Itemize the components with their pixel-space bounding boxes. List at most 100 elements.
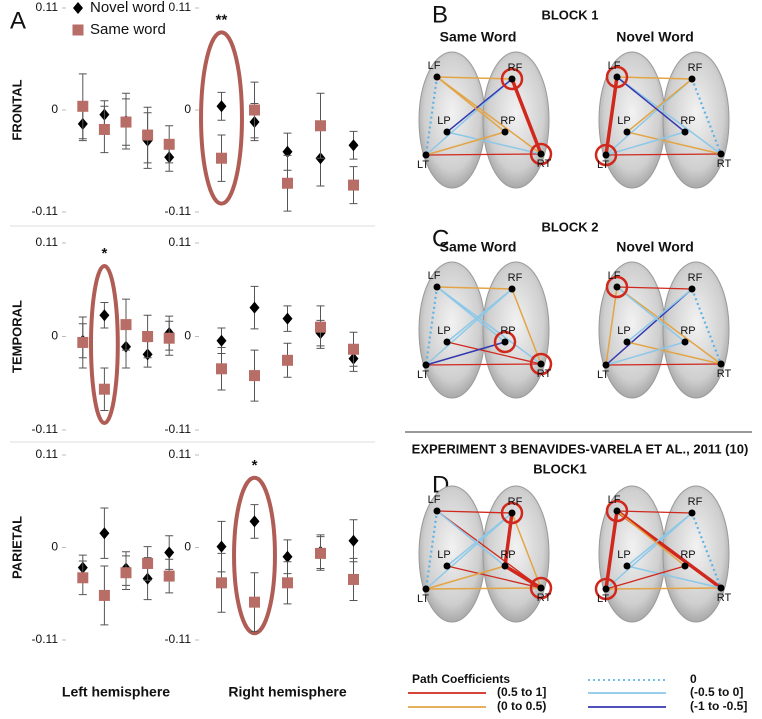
diamond-marker: [348, 139, 359, 152]
legend-label: Novel word: [90, 0, 165, 16]
square-marker: [142, 331, 154, 342]
square-marker: [163, 332, 175, 344]
column-label: Left hemisphere: [62, 684, 170, 700]
y-tick-label: 0: [51, 102, 58, 116]
path-edge: [605, 587, 722, 590]
section-heading: EXPERIMENT 3 BENAVIDES-VARELA ET AL., 20…: [412, 441, 749, 456]
highlight-circle: [605, 65, 629, 89]
square-marker: [142, 129, 154, 141]
panel-label: A: [10, 7, 26, 34]
path-edge: [425, 288, 513, 366]
path-edge: [616, 510, 693, 514]
node: [443, 128, 451, 136]
path-edge: [604, 76, 619, 156]
y-tick-label: 0: [51, 329, 58, 343]
y-tick-label: 0: [184, 540, 191, 554]
block-title: BLOCK1: [533, 461, 586, 476]
significance-annotation: *: [252, 457, 258, 474]
node: [433, 507, 441, 515]
node-label: RP: [500, 549, 515, 561]
brain-diagram: LF RF LP RP LT RT: [594, 51, 732, 189]
path-edge: [446, 78, 513, 133]
node: [501, 562, 509, 570]
legend-label: (-1 to -0.5]: [690, 699, 747, 713]
y-tick-label: -0.11: [32, 204, 59, 218]
highlight-circle: [594, 577, 618, 601]
square-marker: [249, 596, 260, 608]
highlight-circle: [529, 352, 553, 376]
node-label: LP: [617, 115, 630, 127]
path-edge: [605, 341, 686, 366]
node-label: LP: [437, 325, 450, 337]
path-edge: [446, 341, 542, 365]
node-label: RP: [500, 115, 515, 127]
node: [681, 562, 689, 570]
square-marker: [77, 336, 89, 348]
panel-label: C: [432, 225, 449, 252]
node-label: LF: [428, 494, 441, 506]
brain-title: Same Word: [440, 239, 517, 255]
node: [613, 73, 621, 81]
path-edge: [626, 288, 693, 343]
node-label: LP: [617, 549, 630, 561]
node: [422, 585, 430, 593]
node-label: LP: [617, 325, 630, 337]
square-marker: [216, 577, 227, 589]
square-marker: [282, 177, 293, 189]
node: [688, 75, 696, 83]
row-label: PARIETAL: [9, 516, 24, 579]
node: [537, 150, 545, 158]
node: [537, 584, 545, 592]
square-marker: [98, 123, 110, 135]
y-tick-label: 0.11: [36, 0, 59, 14]
node: [443, 338, 451, 346]
node-label: LT: [597, 369, 609, 381]
path-edge: [446, 288, 513, 343]
path-edge: [690, 512, 723, 589]
path-edge: [425, 565, 506, 590]
node: [501, 338, 509, 346]
row-label: FRONTAL: [9, 79, 24, 140]
diamond-marker: [99, 527, 110, 540]
node-label: RT: [537, 158, 552, 170]
node: [602, 361, 610, 369]
highlight-circle: [493, 330, 517, 354]
square-marker: [315, 547, 326, 559]
path-edge: [425, 512, 513, 590]
node-label: RF: [508, 272, 523, 284]
path-edge: [436, 510, 513, 514]
path-edge: [616, 76, 686, 133]
square-marker: [249, 104, 260, 116]
path-edge: [424, 76, 439, 156]
brain-title: Same Word: [440, 29, 517, 45]
highlight-circle: [529, 576, 553, 600]
path-edge: [616, 76, 693, 80]
square-marker: [348, 573, 359, 585]
node: [602, 151, 610, 159]
node: [508, 75, 516, 83]
node-label: RF: [688, 496, 703, 508]
node-label: LT: [417, 593, 429, 605]
highlight-ellipse: [199, 30, 244, 206]
path-edge: [436, 76, 506, 133]
y-tick-label: 0.11: [36, 447, 59, 461]
path-edge: [615, 509, 723, 590]
node: [623, 128, 631, 136]
node-label: LF: [428, 60, 441, 72]
path-edge: [424, 510, 439, 590]
node: [681, 128, 689, 136]
node-label: RT: [537, 592, 552, 604]
square-marker: [315, 321, 326, 333]
y-tick-label: -0.11: [165, 422, 192, 436]
path-edge: [626, 512, 693, 567]
path-edge: [605, 131, 686, 156]
node: [688, 285, 696, 293]
path-edge: [690, 288, 723, 365]
path-edge: [626, 565, 722, 589]
diamond-marker: [164, 546, 175, 559]
path-edge: [510, 78, 543, 155]
node-label: RF: [508, 496, 523, 508]
panel-label: B: [432, 1, 448, 28]
path-edge: [436, 76, 513, 80]
node: [422, 361, 430, 369]
